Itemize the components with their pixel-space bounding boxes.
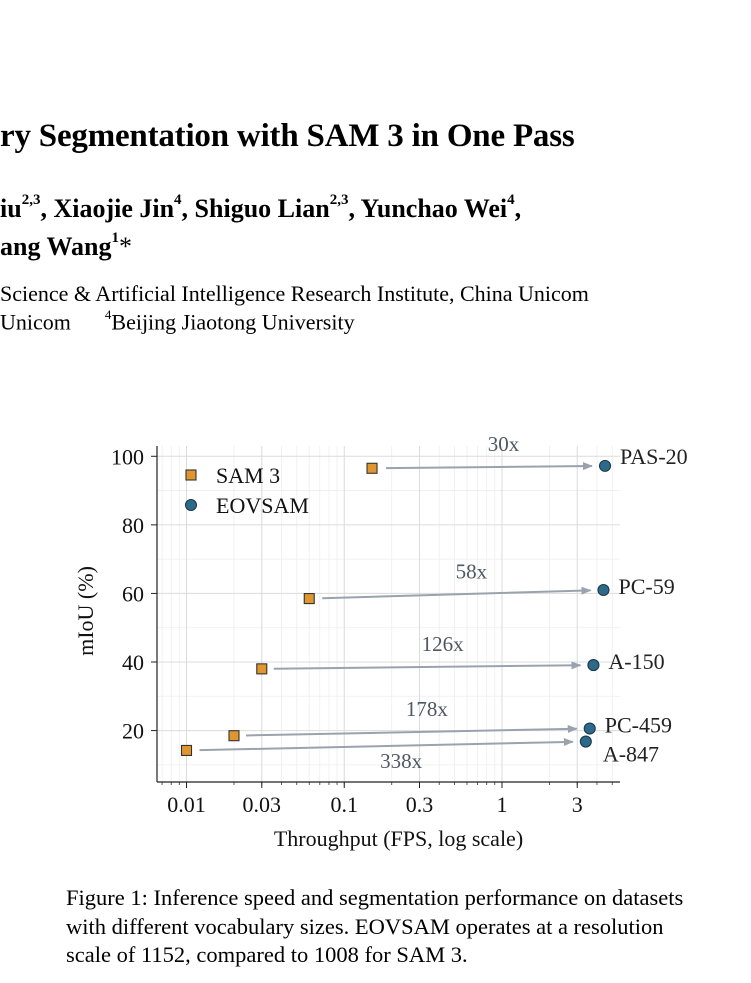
sam3-point bbox=[366, 462, 378, 474]
speedup-arrow bbox=[245, 724, 578, 737]
eovsam-point bbox=[579, 735, 592, 748]
x-tick-label: 0.01 bbox=[167, 792, 206, 817]
author-separator: , bbox=[181, 194, 195, 223]
y-tick-label: 60 bbox=[122, 581, 144, 606]
dataset-label: PAS-20 bbox=[620, 444, 688, 469]
author-separator: , bbox=[514, 194, 522, 223]
author-affiliation-mark: 1 bbox=[111, 230, 120, 247]
author-affiliation-mark: 2,3 bbox=[329, 192, 349, 209]
x-tick-label: 0.3 bbox=[406, 792, 434, 817]
author-name: Xiaojie Jin bbox=[53, 194, 175, 223]
affiliation-mark: 4 bbox=[104, 307, 112, 322]
author-name: Yunchao Wei bbox=[360, 194, 508, 223]
data-points bbox=[180, 459, 612, 757]
speedup-arrow bbox=[386, 462, 594, 471]
author-separator: , bbox=[40, 194, 54, 223]
speedup-label: 30x bbox=[488, 432, 520, 456]
speedup-arrow bbox=[273, 661, 582, 670]
dataset-label: A-150 bbox=[608, 649, 664, 674]
eovsam-point bbox=[597, 583, 610, 597]
affiliation-text: Unicom bbox=[0, 309, 71, 335]
author-name: Shiguo Lian bbox=[194, 194, 330, 223]
eovsam-point bbox=[598, 459, 612, 472]
figure-caption: Figure 1: Inference speed and segmentati… bbox=[66, 885, 684, 967]
speedup-arrow bbox=[322, 586, 592, 600]
data-labels: 30x 58x 126x 178x 338x PAS-20 PC-59 A-150 PC-459… bbox=[380, 432, 688, 773]
author-affiliation-mark: 4 bbox=[507, 192, 515, 209]
speedup-label: 178x bbox=[406, 697, 449, 721]
legend-eovsam-marker bbox=[184, 498, 198, 512]
axes: 0.01 0.03 0.1 0.3 1 3 20 40 60 80 100 Throughput (F… bbox=[73, 444, 620, 851]
sam3-point bbox=[228, 730, 240, 742]
author-name: ang Wang bbox=[0, 232, 112, 261]
speedup-arrow bbox=[199, 738, 574, 752]
eovsam-point bbox=[583, 722, 596, 735]
author-affiliation-mark: 4 bbox=[174, 192, 182, 209]
x-tick-label: 1 bbox=[496, 792, 507, 817]
legend: SAM 3 EOVSAM bbox=[184, 463, 309, 518]
y-tick-label: 40 bbox=[122, 650, 144, 675]
affiliation-line-1: Science & Artificial Intelligence Resear… bbox=[0, 281, 589, 306]
author-separator: , bbox=[348, 194, 361, 223]
dataset-label: A-847 bbox=[603, 742, 659, 767]
eovsam-point bbox=[587, 659, 600, 672]
x-tick-label: 0.1 bbox=[330, 792, 358, 817]
sam3-point bbox=[256, 663, 268, 675]
sam3-point bbox=[180, 744, 193, 757]
author-list-line-1: iu2,3, Xiaojie Jin4, Shiguo Lian2,3, Yun… bbox=[0, 192, 522, 224]
legend-sam3-label: SAM 3 bbox=[216, 463, 280, 488]
author-name: iu bbox=[0, 194, 22, 223]
x-tick-label: 0.03 bbox=[243, 792, 282, 817]
dataset-label: PC-59 bbox=[618, 574, 674, 599]
legend-sam3-marker bbox=[185, 469, 197, 481]
affiliation-line-2: Unicom 4Beijing Jiaotong University bbox=[0, 307, 355, 335]
speedup-label: 58x bbox=[456, 559, 488, 583]
y-axis-title: mIoU (%) bbox=[73, 566, 98, 656]
author-list-line-2: ang Wang1* bbox=[0, 230, 133, 262]
legend-eovsam-label: EOVSAM bbox=[216, 493, 309, 518]
speedup-arrows bbox=[199, 462, 594, 752]
speedup-label: 338x bbox=[380, 749, 423, 773]
y-tick-label: 100 bbox=[111, 444, 144, 469]
corresponding-author-mark: * bbox=[119, 232, 133, 261]
x-axis-title: Throughput (FPS, log scale) bbox=[274, 826, 523, 851]
author-affiliation-mark: 2,3 bbox=[21, 192, 41, 209]
affiliation-text: Beijing Jiaotong University bbox=[111, 309, 355, 335]
speedup-label: 126x bbox=[422, 632, 465, 656]
y-tick-label: 20 bbox=[122, 719, 144, 744]
sam3-point bbox=[303, 593, 315, 605]
paper-title: ry Segmentation with SAM 3 in One Pass bbox=[0, 118, 575, 154]
y-tick-label: 80 bbox=[122, 513, 144, 538]
x-tick-label: 3 bbox=[572, 792, 583, 817]
dataset-label: PC-459 bbox=[605, 713, 672, 738]
